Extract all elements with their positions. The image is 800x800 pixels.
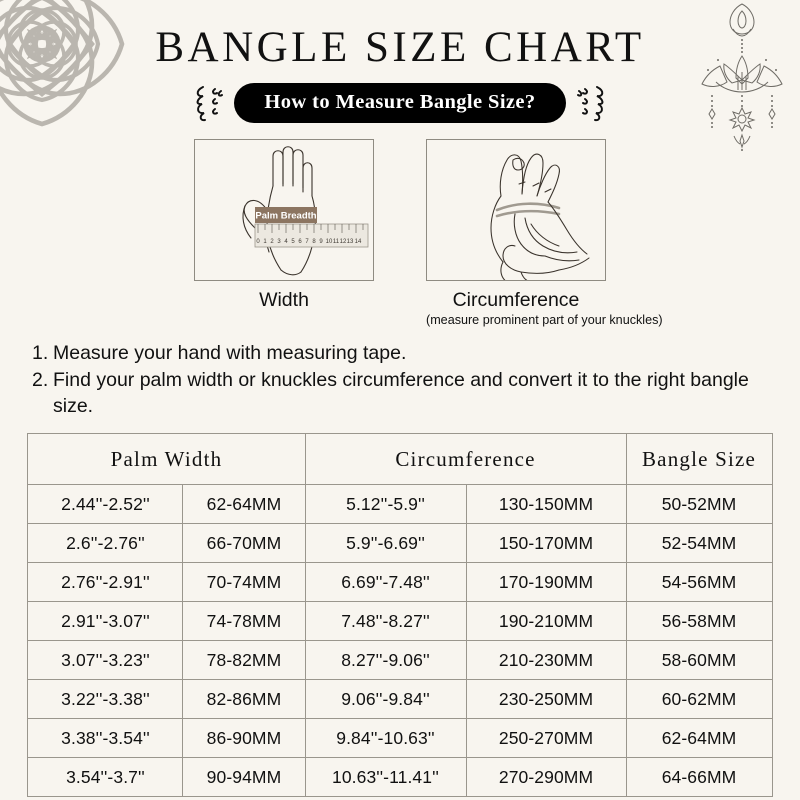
cell-palm-mm: 82-86MM bbox=[182, 679, 306, 720]
panel-subcaption-circumference: (measure prominent part of your knuckles… bbox=[426, 313, 663, 327]
list-item: 2. Find your palm width or knuckles circ… bbox=[32, 368, 762, 419]
svg-text:6: 6 bbox=[298, 239, 302, 245]
table-row: 3.38''-3.54'' 86-90MM 9.84''-10.63'' 250-27… bbox=[27, 718, 773, 759]
cell-circ-mm: 250-270MM bbox=[465, 718, 627, 759]
cell-palm-inches: 3.07''-3.23'' bbox=[27, 640, 184, 681]
table-row: 3.22''-3.38'' 82-86MM 9.06''-9.84'' 230-250… bbox=[27, 679, 773, 720]
step-number: 1. bbox=[32, 342, 49, 364]
flourish-icon bbox=[576, 86, 603, 122]
step-text: Measure your hand with measuring tape. bbox=[53, 342, 407, 364]
cell-circ-inches: 9.06''-9.84'' bbox=[304, 679, 467, 720]
panel-caption-width: Width bbox=[259, 289, 309, 311]
cell-palm-mm: 62-64MM bbox=[182, 484, 306, 525]
cell-circ-inches: 5.12''-5.9'' bbox=[304, 484, 467, 525]
step-number: 2. bbox=[32, 369, 49, 392]
cell-bangle-size: 56-58MM bbox=[625, 601, 773, 642]
cell-circ-mm: 130-150MM bbox=[465, 484, 627, 525]
column-header-palm-width: Palm Width bbox=[27, 433, 306, 486]
cell-palm-mm: 70-74MM bbox=[182, 562, 306, 603]
cell-palm-inches: 3.22''-3.38'' bbox=[27, 679, 184, 720]
table-body: 2.44''-2.52'' 62-64MM 5.12''-5.9'' 130-150M… bbox=[27, 484, 773, 798]
column-header-circumference: Circumference bbox=[304, 433, 627, 486]
svg-text:13: 13 bbox=[347, 239, 354, 245]
cell-circ-inches: 8.27''-9.06'' bbox=[304, 640, 467, 681]
table-row: 2.6''-2.76'' 66-70MM 5.9''-6.69'' 150-170MM… bbox=[27, 523, 773, 564]
cell-bangle-size: 62-64MM bbox=[625, 718, 773, 759]
svg-text:8: 8 bbox=[312, 239, 316, 245]
svg-text:0: 0 bbox=[256, 239, 260, 245]
table-row: 2.91''-3.07'' 74-78MM 7.48''-8.27'' 190-210… bbox=[27, 601, 773, 642]
size-table: Palm Width Circumference Bangle Size 2.4… bbox=[27, 433, 773, 798]
cell-palm-inches: 2.76''-2.91'' bbox=[27, 562, 184, 603]
cell-palm-mm: 86-90MM bbox=[182, 718, 306, 759]
table-row: 2.76''-2.91'' 70-74MM 6.69''-7.48'' 170-190… bbox=[27, 562, 773, 603]
flourish-icon bbox=[197, 86, 224, 122]
page-title: BANGLE SIZE CHART bbox=[155, 24, 645, 71]
cell-palm-mm: 74-78MM bbox=[182, 601, 306, 642]
cell-circ-mm: 170-190MM bbox=[465, 562, 627, 603]
banner-pill-text: How to Measure Bangle Size? bbox=[234, 83, 566, 123]
list-item: 1. Measure your hand with measuring tape… bbox=[32, 341, 762, 366]
table-row: 3.54''-3.7'' 90-94MM 10.63''-11.41'' 270-29… bbox=[27, 757, 773, 798]
cell-bangle-size: 50-52MM bbox=[625, 484, 773, 525]
svg-text:1: 1 bbox=[263, 239, 267, 245]
cell-circ-inches: 6.69''-7.48'' bbox=[304, 562, 467, 603]
svg-text:11: 11 bbox=[333, 239, 340, 245]
svg-text:2: 2 bbox=[270, 239, 274, 245]
table-row: 3.07''-3.23'' 78-82MM 8.27''-9.06'' 210-230… bbox=[27, 640, 773, 681]
cell-circ-mm: 230-250MM bbox=[465, 679, 627, 720]
column-header-bangle-size: Bangle Size bbox=[625, 433, 773, 486]
banner: How to Measure Bangle Size? bbox=[0, 83, 800, 123]
cell-palm-inches: 3.38''-3.54'' bbox=[27, 718, 184, 759]
svg-text:Palm Breadth: Palm Breadth bbox=[255, 211, 316, 222]
cell-bangle-size: 64-66MM bbox=[625, 757, 773, 798]
step-text: Find your palm width or knuckles circumf… bbox=[53, 369, 749, 417]
table-row: 2.44''-2.52'' 62-64MM 5.12''-5.9'' 130-150M… bbox=[27, 484, 773, 525]
cell-circ-mm: 270-290MM bbox=[465, 757, 627, 798]
panel-circumference: Circumference (measure prominent part of… bbox=[426, 139, 663, 327]
cell-bangle-size: 52-54MM bbox=[625, 523, 773, 564]
cell-circ-mm: 210-230MM bbox=[465, 640, 627, 681]
cell-circ-inches: 9.84''-10.63'' bbox=[304, 718, 467, 759]
svg-text:7: 7 bbox=[305, 239, 309, 245]
svg-text:3: 3 bbox=[277, 239, 281, 245]
cell-bangle-size: 54-56MM bbox=[625, 562, 773, 603]
instructions-list: 1. Measure your hand with measuring tape… bbox=[32, 341, 762, 419]
cell-palm-inches: 2.6''-2.76'' bbox=[27, 523, 184, 564]
svg-text:12: 12 bbox=[340, 239, 347, 245]
table-header-row: Palm Width Circumference Bangle Size bbox=[27, 433, 773, 486]
svg-text:4: 4 bbox=[284, 239, 288, 245]
cell-bangle-size: 58-60MM bbox=[625, 640, 773, 681]
hands-measuring-knuckles-icon bbox=[426, 139, 606, 281]
cell-palm-inches: 2.91''-3.07'' bbox=[27, 601, 184, 642]
cell-circ-mm: 190-210MM bbox=[465, 601, 627, 642]
cell-palm-inches: 2.44''-2.52'' bbox=[27, 484, 184, 525]
svg-text:10: 10 bbox=[326, 239, 333, 245]
svg-text:9: 9 bbox=[319, 239, 323, 245]
cell-palm-mm: 66-70MM bbox=[182, 523, 306, 564]
cell-palm-mm: 90-94MM bbox=[182, 757, 306, 798]
cell-bangle-size: 60-62MM bbox=[625, 679, 773, 720]
panel-caption-circumference: Circumference bbox=[452, 289, 580, 311]
cell-circ-inches: 5.9''-6.69'' bbox=[304, 523, 467, 564]
cell-circ-inches: 10.63''-11.41'' bbox=[304, 757, 467, 798]
cell-palm-inches: 3.54''-3.7'' bbox=[27, 757, 184, 798]
svg-text:14: 14 bbox=[355, 239, 362, 245]
cell-circ-mm: 150-170MM bbox=[465, 523, 627, 564]
cell-palm-mm: 78-82MM bbox=[182, 640, 306, 681]
cell-circ-inches: 7.48''-8.27'' bbox=[304, 601, 467, 642]
svg-text:5: 5 bbox=[291, 239, 295, 245]
